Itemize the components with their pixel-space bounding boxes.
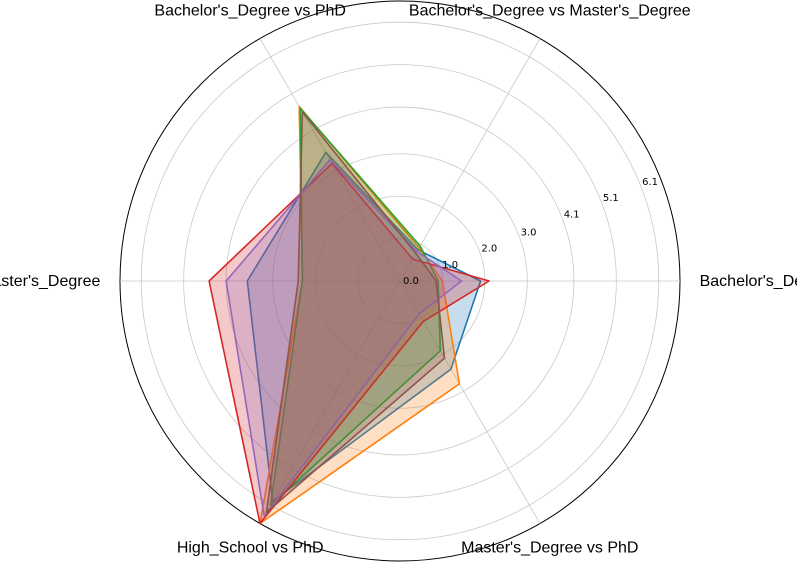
axis-labels: Bachelor's_Degree vs High_School Bachelor… (0, 3, 797, 557)
radial-tick-label: 6.1 (642, 177, 658, 188)
series-fill-1 (247, 152, 481, 502)
series-line-1 (246, 151, 482, 503)
radial-tick-label: 0.0 (403, 276, 419, 287)
axis-label: Bachelor's_Degree vs Master's_Degree (409, 3, 691, 20)
radial-tick-label: 4.1 (564, 209, 580, 220)
series-fill-3 (270, 108, 441, 506)
axis-spokes (120, 38, 680, 524)
axis-label: High_School vs PhD (177, 539, 324, 556)
radial-tick-label: 1.0 (442, 260, 458, 271)
series-fill-2 (260, 106, 460, 524)
axis-label: Bachelor's_Degree vs PhD (154, 3, 346, 20)
series-layer (208, 105, 490, 525)
series-fill-5 (226, 159, 462, 517)
radial-tick-label: 5.1 (603, 193, 619, 204)
radial-tick-label: 2.0 (481, 244, 497, 255)
radial-tick-label: 3.0 (521, 227, 537, 238)
radial-tick-labels: 0.0 1.0 2.0 3.0 4.1 5.1 6.1 (403, 177, 658, 287)
series-line-5 (225, 159, 463, 517)
axis-spoke (259, 280, 401, 524)
axis-label: Master's_Degree vs PhD (461, 539, 638, 556)
axis-spoke (399, 38, 541, 282)
axis-label: Bachelor's_Degree vs High_School (700, 273, 797, 290)
axis-label: High_School vs Master's_Degree (0, 273, 100, 290)
series-line-6 (265, 111, 446, 514)
series-fill-4 (209, 163, 490, 524)
series-fill-6 (266, 112, 445, 513)
